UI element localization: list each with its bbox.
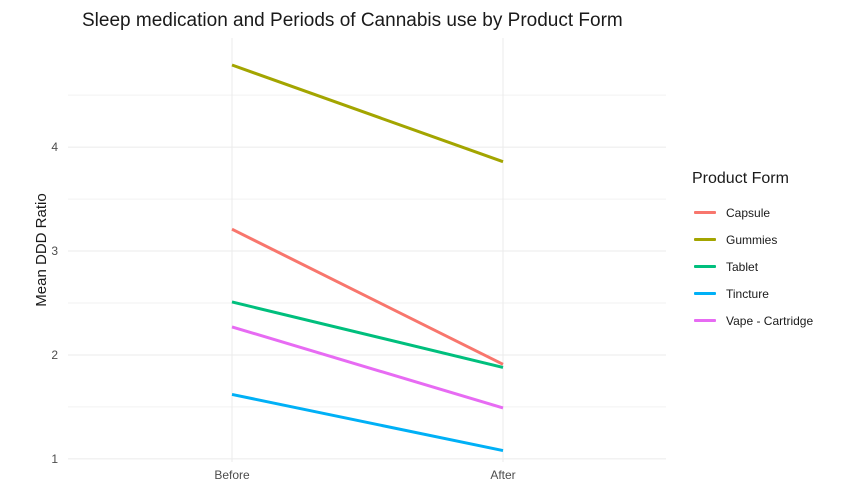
y-tick-label: 4 [51, 140, 58, 154]
legend-swatch [694, 319, 716, 322]
y-axis-title: Mean DDD Ratio [33, 193, 50, 306]
legend-swatch [694, 211, 716, 214]
series-layer [231, 63, 504, 453]
series-line-capsule [231, 227, 504, 366]
legend-label: Capsule [726, 205, 771, 220]
legend-swatch [694, 238, 716, 241]
grid-layer [68, 38, 666, 462]
legend-item-gummies: Gummies [692, 226, 842, 253]
series-line-gummies [231, 63, 504, 164]
x-tick-label: After [490, 468, 515, 482]
legend-items: Capsule Gummies Tablet Tincture Vape - Cartr… [692, 199, 842, 334]
legend-label: Tincture [726, 286, 769, 301]
series-line-tincture [231, 392, 504, 453]
legend: Product Form Capsule Gummies Tablet Tinctur… [692, 170, 842, 334]
legend-title: Product Form [692, 170, 789, 187]
y-tick-label: 1 [51, 452, 58, 466]
legend-item-vape-cartridge: Vape - Cartridge [692, 307, 842, 334]
y-tick-labels: 1 2 3 4 [51, 140, 58, 466]
legend-label: Tablet [726, 259, 759, 274]
legend-label: Vape - Cartridge [726, 313, 814, 328]
legend-swatch [694, 265, 716, 268]
legend-item-tincture: Tincture [692, 280, 842, 307]
y-tick-label: 2 [51, 348, 58, 362]
x-tick-label: Before [214, 468, 250, 482]
legend-label: Gummies [726, 232, 778, 247]
series-line-tablet [231, 300, 504, 369]
x-tick-labels: Before After [214, 468, 515, 482]
series-line-vape-cartridge [231, 325, 504, 410]
legend-swatch [694, 292, 716, 295]
legend-item-tablet: Tablet [692, 253, 842, 280]
chart-title: Sleep medication and Periods of Cannabis… [82, 10, 623, 31]
y-tick-label: 3 [51, 244, 58, 258]
legend-item-capsule: Capsule [692, 199, 842, 226]
